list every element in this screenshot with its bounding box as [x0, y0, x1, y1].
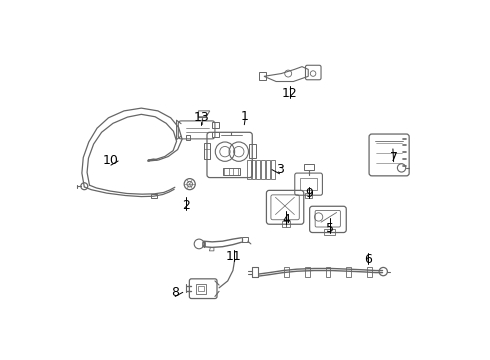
Text: 11: 11 [226, 250, 242, 263]
Bar [256, 160, 260, 179]
Text: 9: 9 [305, 187, 313, 200]
Text: 6: 6 [364, 253, 371, 266]
Text: 1: 1 [241, 109, 249, 122]
Bar [212, 122, 219, 128]
Bar [282, 221, 290, 227]
Text: 10: 10 [103, 154, 119, 167]
Bar [247, 160, 250, 179]
Bar [212, 132, 219, 138]
Bar [203, 143, 210, 159]
Bar [305, 193, 313, 198]
Text: 5: 5 [326, 222, 334, 235]
Text: 2: 2 [182, 199, 190, 212]
Text: 13: 13 [193, 111, 209, 124]
Bar [196, 284, 206, 294]
Bar [300, 178, 317, 190]
Bar [304, 164, 314, 170]
Text: 8: 8 [171, 286, 179, 299]
Bar [266, 160, 270, 179]
Bar [346, 267, 351, 277]
Bar [271, 160, 275, 179]
Bar [367, 267, 372, 277]
Text: 4: 4 [283, 213, 291, 226]
Bar [186, 135, 191, 140]
Bar [284, 267, 289, 277]
Bar [261, 160, 265, 179]
Bar [222, 168, 240, 175]
Bar [198, 286, 204, 291]
Bar [249, 144, 256, 158]
Bar [325, 267, 330, 277]
Bar [324, 229, 335, 235]
Text: 7: 7 [390, 151, 397, 164]
Text: 3: 3 [275, 163, 284, 176]
Bar [259, 72, 266, 80]
Bar [305, 267, 310, 277]
Bar [151, 194, 157, 198]
Bar [251, 160, 255, 179]
Bar [242, 237, 248, 242]
Bar [202, 242, 205, 246]
Text: 12: 12 [282, 87, 298, 100]
